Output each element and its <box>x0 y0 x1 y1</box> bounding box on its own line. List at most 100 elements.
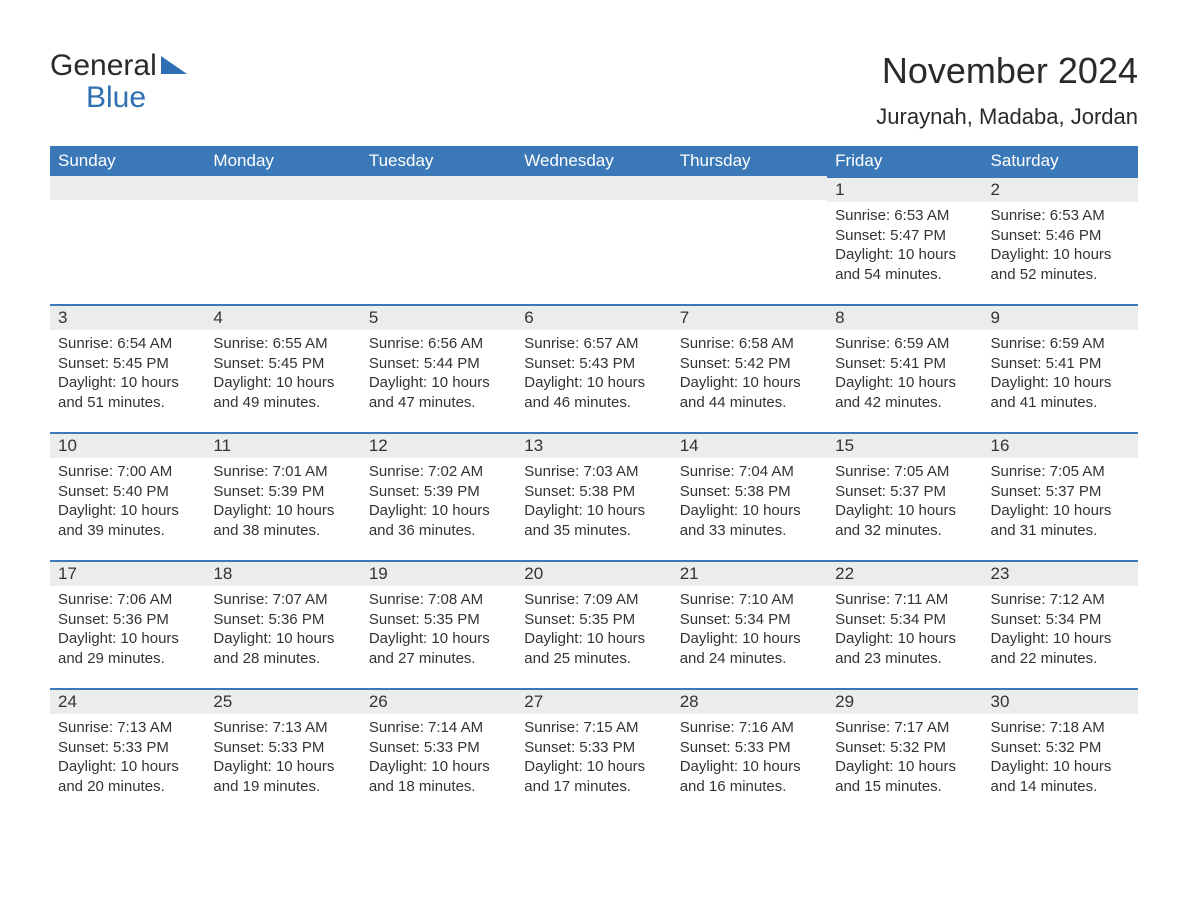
sunrise-text: Sunrise: 7:08 AM <box>369 590 508 610</box>
day-body: Sunrise: 7:03 AMSunset: 5:38 PMDaylight:… <box>516 458 671 546</box>
calendar-cell-empty <box>672 176 827 304</box>
calendar-week: 10Sunrise: 7:00 AMSunset: 5:40 PMDayligh… <box>50 432 1138 560</box>
sunrise-text: Sunrise: 7:02 AM <box>369 462 508 482</box>
day-number-bar: 18 <box>205 560 360 586</box>
day-body: Sunrise: 7:00 AMSunset: 5:40 PMDaylight:… <box>50 458 205 546</box>
daylight-text: Daylight: 10 hours and 17 minutes. <box>524 757 663 796</box>
sunrise-text: Sunrise: 7:07 AM <box>213 590 352 610</box>
daylight-text: Daylight: 10 hours and 33 minutes. <box>680 501 819 540</box>
logo-word2: Blue <box>86 81 146 114</box>
sunset-text: Sunset: 5:39 PM <box>369 482 508 502</box>
sunrise-text: Sunrise: 7:16 AM <box>680 718 819 738</box>
day-number-bar: 6 <box>516 304 671 330</box>
day-number-bar <box>205 176 360 200</box>
day-body: Sunrise: 6:57 AMSunset: 5:43 PMDaylight:… <box>516 330 671 418</box>
calendar-body: 1Sunrise: 6:53 AMSunset: 5:47 PMDaylight… <box>50 176 1138 816</box>
sunrise-text: Sunrise: 7:12 AM <box>991 590 1130 610</box>
sunset-text: Sunset: 5:41 PM <box>835 354 974 374</box>
day-body: Sunrise: 6:56 AMSunset: 5:44 PMDaylight:… <box>361 330 516 418</box>
sunset-text: Sunset: 5:34 PM <box>680 610 819 630</box>
day-body: Sunrise: 7:05 AMSunset: 5:37 PMDaylight:… <box>983 458 1138 546</box>
day-number-bar: 1 <box>827 176 982 202</box>
daylight-text: Daylight: 10 hours and 42 minutes. <box>835 373 974 412</box>
day-number-bar: 11 <box>205 432 360 458</box>
calendar-cell: 1Sunrise: 6:53 AMSunset: 5:47 PMDaylight… <box>827 176 982 304</box>
calendar-cell: 4Sunrise: 6:55 AMSunset: 5:45 PMDaylight… <box>205 304 360 432</box>
calendar-cell: 18Sunrise: 7:07 AMSunset: 5:36 PMDayligh… <box>205 560 360 688</box>
daylight-text: Daylight: 10 hours and 44 minutes. <box>680 373 819 412</box>
daylight-text: Daylight: 10 hours and 14 minutes. <box>991 757 1130 796</box>
day-body: Sunrise: 7:15 AMSunset: 5:33 PMDaylight:… <box>516 714 671 802</box>
day-body: Sunrise: 6:53 AMSunset: 5:47 PMDaylight:… <box>827 202 982 290</box>
calendar-cell: 11Sunrise: 7:01 AMSunset: 5:39 PMDayligh… <box>205 432 360 560</box>
daylight-text: Daylight: 10 hours and 54 minutes. <box>835 245 974 284</box>
day-number-bar: 26 <box>361 688 516 714</box>
dow-header: Tuesday <box>361 146 516 176</box>
sunrise-text: Sunrise: 6:53 AM <box>835 206 974 226</box>
sunset-text: Sunset: 5:38 PM <box>524 482 663 502</box>
day-body: Sunrise: 7:10 AMSunset: 5:34 PMDaylight:… <box>672 586 827 674</box>
daylight-text: Daylight: 10 hours and 52 minutes. <box>991 245 1130 284</box>
day-number-bar <box>50 176 205 200</box>
calendar-cell: 26Sunrise: 7:14 AMSunset: 5:33 PMDayligh… <box>361 688 516 816</box>
sunset-text: Sunset: 5:45 PM <box>213 354 352 374</box>
day-body: Sunrise: 7:02 AMSunset: 5:39 PMDaylight:… <box>361 458 516 546</box>
page-title: November 2024 <box>876 50 1138 92</box>
sunset-text: Sunset: 5:41 PM <box>991 354 1130 374</box>
day-number-bar: 21 <box>672 560 827 586</box>
logo: General Blue <box>50 50 187 113</box>
daylight-text: Daylight: 10 hours and 24 minutes. <box>680 629 819 668</box>
sunset-text: Sunset: 5:46 PM <box>991 226 1130 246</box>
calendar-cell-empty <box>50 176 205 304</box>
sunrise-text: Sunrise: 6:56 AM <box>369 334 508 354</box>
dow-header: Wednesday <box>516 146 671 176</box>
day-number-bar: 7 <box>672 304 827 330</box>
sunrise-text: Sunrise: 6:55 AM <box>213 334 352 354</box>
day-body: Sunrise: 7:13 AMSunset: 5:33 PMDaylight:… <box>205 714 360 802</box>
day-body: Sunrise: 7:01 AMSunset: 5:39 PMDaylight:… <box>205 458 360 546</box>
daylight-text: Daylight: 10 hours and 36 minutes. <box>369 501 508 540</box>
day-body: Sunrise: 6:54 AMSunset: 5:45 PMDaylight:… <box>50 330 205 418</box>
day-number-bar: 20 <box>516 560 671 586</box>
sunrise-text: Sunrise: 7:11 AM <box>835 590 974 610</box>
calendar-cell: 21Sunrise: 7:10 AMSunset: 5:34 PMDayligh… <box>672 560 827 688</box>
sunset-text: Sunset: 5:35 PM <box>369 610 508 630</box>
sunrise-text: Sunrise: 7:05 AM <box>835 462 974 482</box>
day-number-bar: 22 <box>827 560 982 586</box>
daylight-text: Daylight: 10 hours and 18 minutes. <box>369 757 508 796</box>
day-number-bar: 30 <box>983 688 1138 714</box>
daylight-text: Daylight: 10 hours and 31 minutes. <box>991 501 1130 540</box>
day-number-bar: 3 <box>50 304 205 330</box>
calendar-week: 24Sunrise: 7:13 AMSunset: 5:33 PMDayligh… <box>50 688 1138 816</box>
calendar-cell: 24Sunrise: 7:13 AMSunset: 5:33 PMDayligh… <box>50 688 205 816</box>
sunrise-text: Sunrise: 7:17 AM <box>835 718 974 738</box>
dow-header: Saturday <box>983 146 1138 176</box>
day-number-bar <box>516 176 671 200</box>
sunrise-text: Sunrise: 7:18 AM <box>991 718 1130 738</box>
sunrise-text: Sunrise: 7:13 AM <box>58 718 197 738</box>
day-number-bar: 17 <box>50 560 205 586</box>
day-number-bar: 8 <box>827 304 982 330</box>
header: General Blue November 2024 Juraynah, Mad… <box>50 50 1138 130</box>
sunset-text: Sunset: 5:43 PM <box>524 354 663 374</box>
sunrise-text: Sunrise: 6:59 AM <box>991 334 1130 354</box>
day-number-bar: 15 <box>827 432 982 458</box>
day-body: Sunrise: 7:08 AMSunset: 5:35 PMDaylight:… <box>361 586 516 674</box>
sunrise-text: Sunrise: 7:13 AM <box>213 718 352 738</box>
daylight-text: Daylight: 10 hours and 28 minutes. <box>213 629 352 668</box>
calendar-cell-empty <box>361 176 516 304</box>
day-body: Sunrise: 7:05 AMSunset: 5:37 PMDaylight:… <box>827 458 982 546</box>
daylight-text: Daylight: 10 hours and 47 minutes. <box>369 373 508 412</box>
calendar-cell: 6Sunrise: 6:57 AMSunset: 5:43 PMDaylight… <box>516 304 671 432</box>
day-body: Sunrise: 7:04 AMSunset: 5:38 PMDaylight:… <box>672 458 827 546</box>
calendar-cell: 22Sunrise: 7:11 AMSunset: 5:34 PMDayligh… <box>827 560 982 688</box>
logo-sail-icon <box>161 56 187 74</box>
calendar-cell: 28Sunrise: 7:16 AMSunset: 5:33 PMDayligh… <box>672 688 827 816</box>
sunrise-text: Sunrise: 7:03 AM <box>524 462 663 482</box>
calendar-cell: 5Sunrise: 6:56 AMSunset: 5:44 PMDaylight… <box>361 304 516 432</box>
day-number-bar: 13 <box>516 432 671 458</box>
day-number-bar: 24 <box>50 688 205 714</box>
sunrise-text: Sunrise: 7:00 AM <box>58 462 197 482</box>
day-body: Sunrise: 7:13 AMSunset: 5:33 PMDaylight:… <box>50 714 205 802</box>
day-body: Sunrise: 7:17 AMSunset: 5:32 PMDaylight:… <box>827 714 982 802</box>
